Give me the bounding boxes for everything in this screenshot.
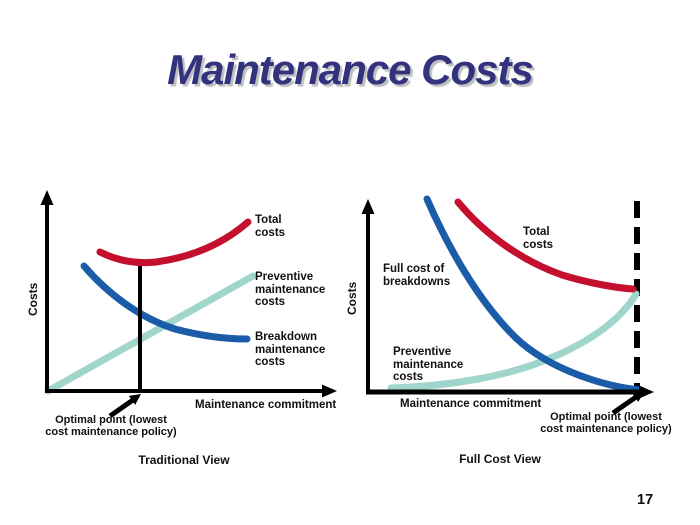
left-y-axis-label: Costs — [26, 282, 40, 316]
left-breakdown-costs-label: Breakdown maintenance costs — [255, 331, 326, 368]
right-optimal-point-annotation: Optimal point (lowest cost maintenance p… — [540, 411, 672, 435]
left-x-axis-label: Maintenance commitment — [195, 399, 337, 411]
right-breakdowns-label: Full cost of breakdowns — [383, 263, 451, 288]
right-x-axis-arrowhead-icon — [639, 385, 654, 399]
page-title: Maintenance Costs — [167, 46, 534, 93]
right-chart-caption: Full Cost View — [459, 452, 541, 466]
right-preventive-costs-label: Preventive maintenance costs — [393, 346, 464, 383]
right-total-costs-curve — [454, 198, 637, 293]
left-chart — [40, 190, 337, 419]
left-total-costs-label: Total costs — [255, 214, 286, 239]
right-chart — [361, 195, 654, 416]
right-total-costs-label: Total costs — [523, 226, 554, 251]
left-breakdown-costs-curve — [80, 262, 251, 343]
right-optimal-arrowhead-icon — [631, 391, 645, 402]
left-optimal-arrow — [108, 397, 135, 419]
left-x-axis-arrowhead-icon — [322, 384, 337, 398]
right-y-axis-label: Costs — [345, 281, 359, 315]
left-optimal-arrowhead-icon — [128, 394, 141, 405]
right-preventive-costs-curve — [387, 290, 640, 392]
right-breakdowns-curve — [423, 195, 645, 394]
left-chart-caption: Traditional View — [138, 453, 230, 467]
left-preventive-costs-curve — [44, 272, 257, 395]
left-preventive-costs-label: Preventive maintenance costs — [255, 271, 326, 308]
right-x-axis-label: Maintenance commitment — [400, 398, 542, 410]
page-number: 17 — [637, 492, 654, 508]
left-y-axis-arrowhead-icon — [40, 190, 54, 205]
left-total-costs-curve — [96, 218, 252, 267]
right-optimal-arrow — [611, 394, 638, 416]
left-optimal-point-annotation: Optimal point (lowest cost maintenance p… — [45, 414, 177, 438]
right-y-axis-arrowhead-icon — [361, 199, 375, 214]
